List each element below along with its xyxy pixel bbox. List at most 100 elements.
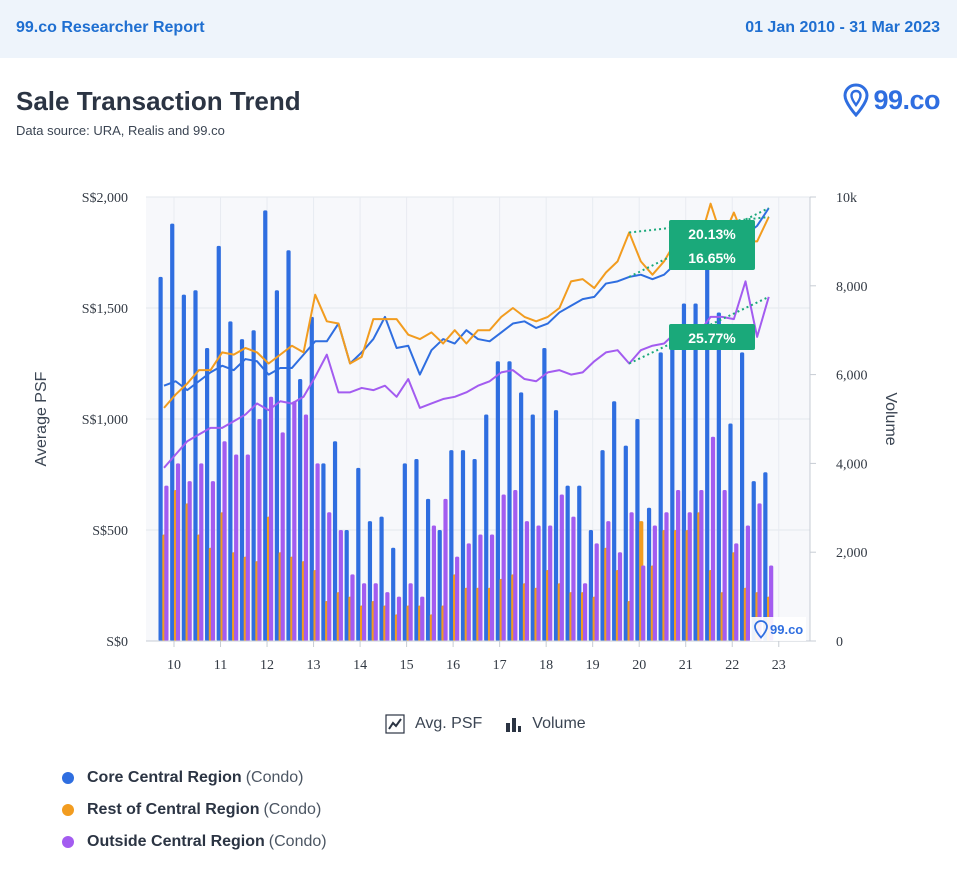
volume-bar [309, 316, 314, 641]
volume-bar [158, 276, 163, 641]
x-tick-label: 13 [307, 658, 321, 673]
volume-bar [268, 396, 274, 641]
y-tick-label: S$0 [106, 635, 128, 650]
page-title: Sale Transaction Trend [16, 86, 301, 116]
x-tick-label: 23 [772, 658, 786, 673]
volume-bar [519, 392, 524, 641]
psf-change-label: 20.13% [688, 226, 736, 242]
psf-line [163, 280, 770, 469]
chart-watermark: 99.co [750, 617, 806, 641]
volume-bar [676, 490, 681, 641]
volume-bar [577, 485, 582, 641]
volume-bar [420, 596, 425, 641]
avg-psf-toggle[interactable]: Avg. PSF [385, 714, 482, 734]
legend-item-ccr[interactable]: Core Central Region (Condo) [62, 762, 327, 794]
x-tick-label: 19 [586, 658, 600, 673]
y2-axis-title: Volume [882, 392, 899, 445]
legend-item-ocr[interactable]: Outside Central Region (Condo) [62, 826, 327, 858]
volume-bar [600, 450, 605, 641]
volume-bar [234, 454, 239, 641]
watermark-text: 99.co [770, 622, 803, 637]
trend-line [628, 295, 770, 365]
volume-bar [199, 463, 204, 641]
psf-change-badge [669, 220, 755, 270]
volume-bar [553, 410, 559, 641]
volume-bar [495, 361, 500, 641]
volume-bar [681, 303, 687, 641]
volume-bar [175, 463, 181, 641]
volume-bar [239, 339, 245, 641]
volume-bar [588, 530, 594, 641]
y-tick-label: S$1,000 [82, 413, 128, 428]
chart-annotations: 20.13% 16.65% 25.77% [669, 220, 755, 350]
volume-bar [664, 512, 669, 641]
y2-tick-label: 0 [836, 635, 843, 650]
psf-line [163, 202, 770, 409]
volume-toggle[interactable]: Volume [504, 714, 586, 734]
volume-bar [431, 525, 436, 641]
chart-axes: S$0 S$500 S$1,000 S$1,500 S$2,000 0 2,000 4,000… [33, 191, 899, 673]
volume-label: Volume [532, 715, 586, 732]
volume-bar [228, 321, 233, 641]
volume-bar [437, 530, 442, 641]
chart-legend: Core Central Region (Condo) Rest of Cent… [62, 762, 327, 858]
volume-bar [716, 312, 721, 641]
report-brand: 99.co Researcher Report [16, 19, 205, 36]
volume-bar [582, 583, 588, 641]
volume-bar [699, 490, 704, 641]
series-type-toggles: Avg. PSF Volume [385, 714, 608, 734]
psf-line [163, 207, 770, 392]
y2-tick-label: 4,000 [836, 457, 868, 472]
volume-bar [606, 521, 611, 641]
volume-bar [385, 592, 390, 641]
volume-bar [402, 463, 407, 641]
x-tick-label: 10 [167, 658, 181, 673]
volume-bar [391, 547, 396, 641]
volume-bar [367, 521, 373, 641]
volume-bar [646, 507, 652, 641]
volume-bar [751, 481, 756, 641]
data-source: Data source: URA, Realis and 99.co [16, 123, 225, 138]
x-tick-label: 14 [353, 658, 367, 673]
volume-bar [292, 401, 297, 641]
volume-bar [379, 516, 384, 641]
volume-bar [466, 543, 471, 641]
volume-bar [635, 419, 640, 641]
volume-bar [548, 525, 553, 641]
x-tick-label: 21 [679, 658, 693, 673]
ocr-change-label: 25.77% [688, 330, 736, 346]
sale-transaction-chart: 20.13% 16.65% 25.77% S$0 S$500 S$1,000 S$1,50… [33, 191, 899, 673]
volume-bar [472, 458, 477, 641]
bar-chart-icon [506, 718, 522, 732]
volume-bar [501, 494, 506, 641]
psf-lines [163, 202, 770, 469]
volume-bar [245, 454, 250, 641]
volume-bar [728, 423, 733, 641]
volume-bar [362, 583, 367, 641]
ocr-change-badge [669, 324, 755, 350]
y-tick-label: S$500 [92, 524, 128, 539]
legend-item-rcr[interactable]: Rest of Central Region (Condo) [62, 794, 327, 826]
trend-line [628, 207, 770, 278]
volume-bar [734, 543, 739, 641]
volume-bar [193, 290, 198, 641]
volume-bar [623, 445, 628, 641]
volume-bar [565, 485, 570, 641]
volume-bar [478, 534, 483, 641]
volume-bar [303, 414, 309, 641]
volume-bar [332, 441, 338, 641]
volume-bar [559, 494, 564, 641]
volume-bar [356, 467, 361, 641]
date-range: 01 Jan 2010 - 31 Mar 2023 [745, 19, 940, 36]
volume-bar [705, 245, 710, 641]
volume-bar [757, 503, 762, 641]
legend-dot [62, 804, 74, 816]
legend-suffix: (Condo) [245, 769, 304, 786]
volume-bar [181, 294, 186, 641]
volume-bar [693, 303, 698, 641]
y2-tick-label: 10k [836, 191, 857, 206]
volume-bar [542, 347, 547, 641]
x-tick-label: 17 [493, 658, 507, 673]
volume-bar [414, 458, 419, 641]
volume-bar [187, 481, 192, 641]
